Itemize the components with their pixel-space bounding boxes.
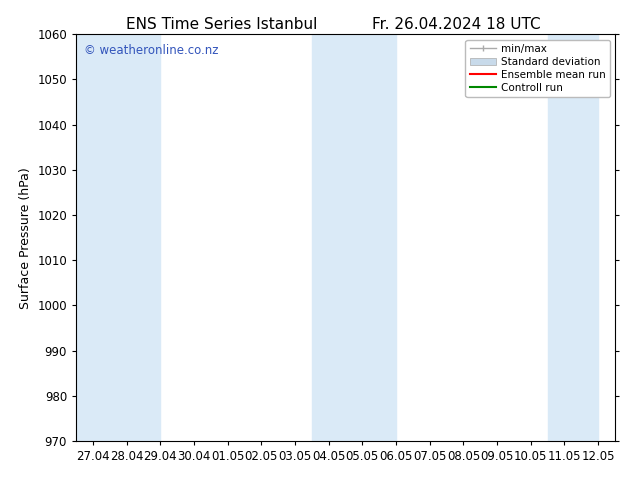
Text: Fr. 26.04.2024 18 UTC: Fr. 26.04.2024 18 UTC	[372, 17, 541, 32]
Text: © weatheronline.co.nz: © weatheronline.co.nz	[84, 45, 219, 57]
Y-axis label: Surface Pressure (hPa): Surface Pressure (hPa)	[19, 167, 32, 309]
Bar	[548, 34, 598, 441]
Legend: min/max, Standard deviation, Ensemble mean run, Controll run: min/max, Standard deviation, Ensemble me…	[465, 40, 610, 97]
Text: ENS Time Series Istanbul: ENS Time Series Istanbul	[126, 17, 318, 32]
Bar	[76, 34, 160, 441]
Bar	[312, 34, 396, 441]
